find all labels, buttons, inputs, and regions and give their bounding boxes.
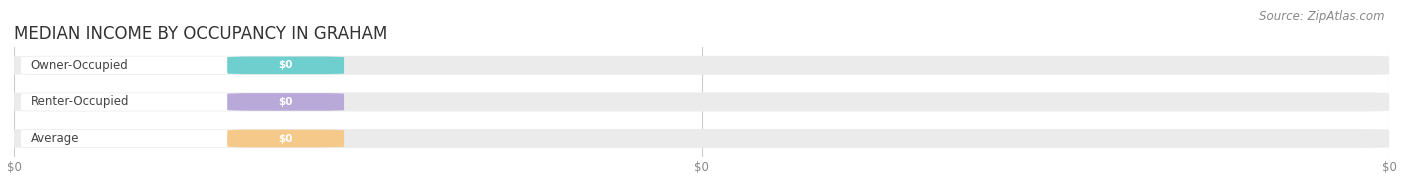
FancyBboxPatch shape [228, 130, 344, 147]
Text: MEDIAN INCOME BY OCCUPANCY IN GRAHAM: MEDIAN INCOME BY OCCUPANCY IN GRAHAM [14, 25, 388, 43]
Text: $0: $0 [278, 60, 292, 70]
Text: Source: ZipAtlas.com: Source: ZipAtlas.com [1260, 10, 1385, 23]
Text: Average: Average [31, 132, 79, 145]
FancyBboxPatch shape [14, 92, 1389, 112]
FancyBboxPatch shape [21, 130, 247, 147]
FancyBboxPatch shape [228, 57, 344, 74]
FancyBboxPatch shape [228, 93, 344, 111]
FancyBboxPatch shape [14, 56, 1389, 75]
Text: Owner-Occupied: Owner-Occupied [31, 59, 128, 72]
Text: $0: $0 [278, 97, 292, 107]
Text: Renter-Occupied: Renter-Occupied [31, 95, 129, 108]
FancyBboxPatch shape [14, 129, 1389, 148]
FancyBboxPatch shape [21, 93, 247, 111]
Text: $0: $0 [278, 133, 292, 143]
FancyBboxPatch shape [21, 57, 247, 74]
